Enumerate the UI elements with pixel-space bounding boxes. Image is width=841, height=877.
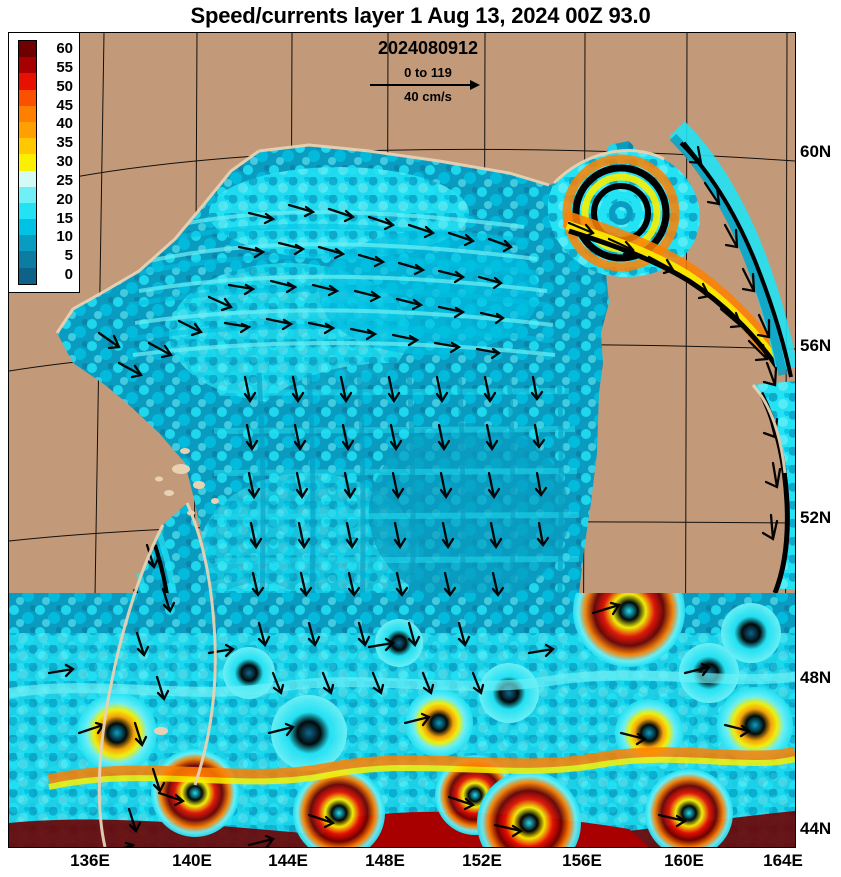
colorbar-legend: 60 55 50 45 40 35 30 25 20 15 10 5 0 bbox=[8, 32, 80, 293]
colorbar-cell bbox=[19, 186, 36, 203]
colorbar-cell bbox=[19, 267, 36, 284]
x-axis-tick-label: 144E bbox=[268, 851, 308, 870]
colorbar-tick-label: 50 bbox=[56, 77, 73, 95]
colorbar-cell bbox=[19, 138, 36, 155]
colorbar-tick-label: 55 bbox=[56, 58, 73, 76]
arrow-head bbox=[470, 80, 480, 90]
colorbar-tick-label: 10 bbox=[56, 228, 73, 246]
x-axis-tick-label: 152E bbox=[462, 851, 502, 870]
date-stamp: 2024080912 bbox=[377, 38, 479, 58]
colorbar-cell bbox=[19, 219, 36, 236]
colorbar-tick-label: 30 bbox=[56, 153, 73, 171]
x-axis-tick-label: 148E bbox=[365, 851, 405, 870]
islands bbox=[154, 448, 219, 735]
colorbar-cell bbox=[19, 121, 36, 139]
colorbar-tick-label: 0 bbox=[64, 266, 73, 284]
x-axis-tick-label: 136E bbox=[70, 851, 110, 870]
x-axis-tick-label: 160E bbox=[664, 851, 704, 870]
y-axis-tick-label: 56N bbox=[800, 336, 832, 355]
vector-scale-key: 0 to 119 40 cm/s bbox=[370, 66, 486, 104]
colorbar-tick-label: 40 bbox=[56, 115, 73, 133]
y-axis-tick-label: 48N bbox=[800, 668, 832, 687]
kamchatka-gyre bbox=[547, 121, 795, 378]
colorbar-cell bbox=[19, 89, 36, 106]
arrow-shaft bbox=[370, 84, 474, 86]
colorbar-cell bbox=[19, 154, 36, 171]
colorbar-tick-label: 45 bbox=[56, 96, 73, 114]
page-title: Speed/currents layer 1 Aug 13, 2024 00Z … bbox=[190, 3, 651, 28]
colorbar-cell bbox=[19, 170, 36, 187]
colorbar-strip bbox=[18, 40, 37, 285]
y-axis-tick-label: 44N bbox=[800, 819, 832, 838]
y-axis-tick-label: 52N bbox=[800, 508, 832, 527]
colorbar-tick-label: 15 bbox=[56, 209, 73, 227]
coastline bbox=[55, 143, 787, 847]
colorbar-cell bbox=[19, 57, 36, 74]
colorbar-tick-label: 60 bbox=[56, 40, 73, 57]
colorbar-cell bbox=[19, 202, 36, 220]
colorbar-cell bbox=[19, 105, 36, 122]
kuroshio-extension-field bbox=[9, 593, 795, 847]
map-canvas bbox=[9, 33, 795, 847]
current-vectors bbox=[47, 141, 782, 847]
colorbar-tick-label: 5 bbox=[64, 247, 73, 265]
vector-range-label: 0 to 119 bbox=[404, 65, 452, 80]
colorbar-tick-label: 35 bbox=[56, 134, 73, 152]
map-plot-area[interactable] bbox=[8, 32, 796, 848]
x-axis-tick-label: 140E bbox=[172, 851, 212, 870]
colorbar-cell bbox=[19, 251, 36, 268]
colorbar-cell bbox=[19, 73, 36, 90]
colorbar-tick-labels: 60 55 50 45 40 35 30 25 20 15 10 5 0 bbox=[39, 33, 73, 294]
vector-magnitude-label: 40 cm/s bbox=[404, 89, 452, 104]
colorbar-cell bbox=[19, 235, 36, 252]
y-axis-tick-label: 60N bbox=[800, 142, 832, 161]
colorbar-tick-label: 25 bbox=[56, 171, 73, 189]
map-svg bbox=[9, 33, 795, 847]
colorbar-cell bbox=[19, 41, 36, 58]
x-axis-tick-label: 156E bbox=[562, 851, 602, 870]
x-axis-tick-label: 164E bbox=[763, 851, 803, 870]
colorbar-tick-label: 20 bbox=[56, 190, 73, 208]
right-arrow-icon bbox=[370, 80, 486, 90]
